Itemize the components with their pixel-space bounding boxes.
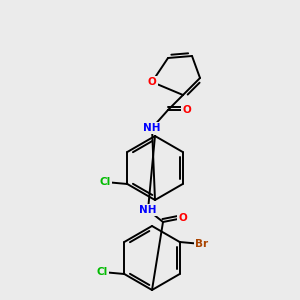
Text: Cl: Cl <box>97 267 108 277</box>
Text: Br: Br <box>195 239 208 249</box>
Text: O: O <box>183 105 191 115</box>
Text: O: O <box>178 213 188 223</box>
Text: NH: NH <box>139 205 157 215</box>
Text: NH: NH <box>143 123 161 133</box>
Text: Cl: Cl <box>100 177 111 187</box>
Text: O: O <box>148 77 156 87</box>
